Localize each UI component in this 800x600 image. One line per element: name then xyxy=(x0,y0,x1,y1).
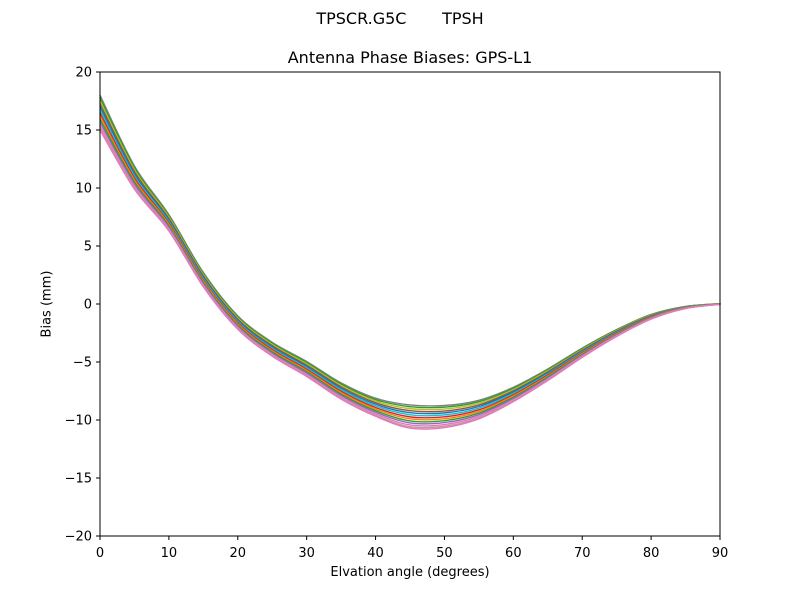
y-tick-label: −15 xyxy=(65,472,92,487)
y-tick-label: −5 xyxy=(73,356,92,371)
y-tick-label: −20 xyxy=(65,530,92,545)
y-tick-label: 10 xyxy=(75,182,92,197)
y-tick-label: 5 xyxy=(84,240,92,255)
figure-suptitle: TPSCR.G5C TPSH xyxy=(316,9,484,28)
x-tick-label: 50 xyxy=(436,546,453,561)
x-axis-label: Elvation angle (degrees) xyxy=(330,565,490,580)
plot-area xyxy=(100,72,720,536)
x-tick-label: 90 xyxy=(712,546,729,561)
y-tick-label: 20 xyxy=(75,66,92,81)
y-axis-label: Bias (mm) xyxy=(39,270,55,338)
y-tick-label: 0 xyxy=(84,298,92,313)
x-tick-label: 60 xyxy=(505,546,522,561)
x-tick-label: 30 xyxy=(298,546,315,561)
y-tick-label: 15 xyxy=(75,124,92,139)
y-tick-label: −10 xyxy=(65,414,92,429)
x-tick-label: 20 xyxy=(230,546,247,561)
x-tick-label: 70 xyxy=(574,546,591,561)
x-tick-label: 10 xyxy=(161,546,178,561)
axes-title: Antenna Phase Biases: GPS-L1 xyxy=(287,48,533,67)
x-tick-label: 40 xyxy=(367,546,384,561)
x-tick-label: 0 xyxy=(96,546,104,561)
series-line-curve-13 xyxy=(99,129,721,430)
x-tick-label: 80 xyxy=(643,546,660,561)
